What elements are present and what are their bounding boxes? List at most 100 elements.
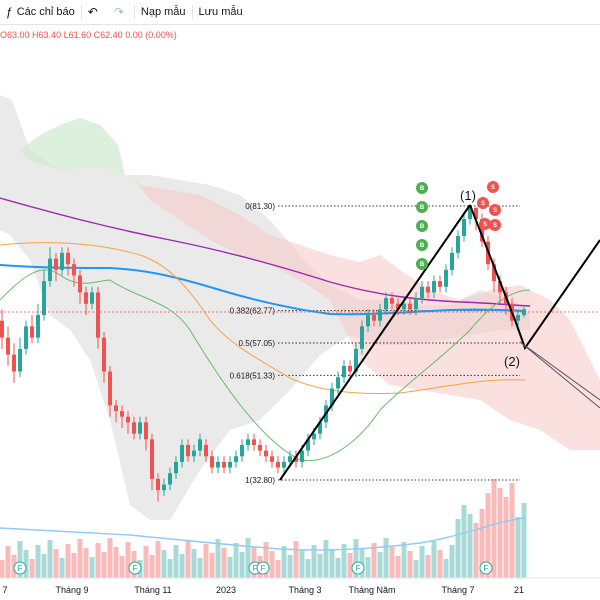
- volume-bar: [185, 540, 191, 578]
- event-marker[interactable]: [256, 561, 270, 575]
- cloud-green-band: [20, 118, 125, 175]
- candle-body: [84, 292, 88, 304]
- indicators-button[interactable]: ƒ Các chỉ báo: [0, 0, 81, 24]
- volume-bar: [413, 560, 419, 578]
- candle-body: [234, 456, 238, 462]
- volume-bar: [443, 559, 449, 578]
- event-marker[interactable]: [128, 561, 142, 575]
- ohlc-change: 0.00 (0.00%): [125, 30, 177, 40]
- volume-bar: [311, 545, 317, 578]
- volume-bar: [479, 509, 485, 578]
- volume-bar: [215, 539, 221, 578]
- sell-signal-text: S: [483, 222, 487, 228]
- candle-body: [24, 326, 28, 349]
- candle-body: [288, 456, 292, 462]
- volume-bar: [293, 541, 299, 578]
- volume-bar: [269, 551, 275, 578]
- buy-signal-text: B: [420, 243, 425, 249]
- candle-body: [72, 264, 76, 276]
- x-tick-label: Tháng 3: [288, 585, 321, 595]
- buy-signal-marker: [416, 239, 428, 251]
- event-marker-text: F: [253, 564, 258, 573]
- volume-bar: [35, 545, 41, 578]
- volume-bar: [455, 519, 461, 578]
- event-marker[interactable]: [351, 561, 365, 575]
- volume-bar: [101, 552, 107, 578]
- sell-signal-marker: [489, 219, 501, 231]
- candle-body: [168, 473, 172, 485]
- ohlc-legend: O63.00 H63.40 L61.60 C62.40 0.00 (0.00%): [0, 30, 177, 40]
- indicators-label: Các chỉ báo: [16, 6, 75, 18]
- candle-body: [108, 371, 112, 406]
- volume-bar: [299, 550, 305, 578]
- candle-body: [66, 252, 70, 265]
- candle-body: [270, 456, 274, 462]
- ma-orange-line: [0, 242, 526, 395]
- sell-signal-text: S: [491, 185, 495, 191]
- candle-body: [120, 411, 124, 417]
- volume-bar: [335, 558, 341, 578]
- volume-bar: [515, 517, 521, 578]
- save-template-button[interactable]: Lưu mẫu: [193, 0, 249, 24]
- candle-body: [48, 258, 52, 282]
- wave-label-1: (1): [460, 188, 476, 203]
- candle-body: [276, 461, 280, 468]
- event-marker[interactable]: [479, 561, 493, 575]
- redo-button[interactable]: ↷: [108, 0, 134, 24]
- volume-bar: [341, 544, 347, 578]
- volume-bar: [83, 548, 89, 578]
- candle-body: [414, 298, 418, 310]
- buy-signal-marker: [416, 220, 428, 232]
- candle-body: [402, 303, 406, 310]
- sell-signal-marker: [477, 197, 489, 209]
- candle-body: [462, 218, 466, 236]
- buy-signal-marker: [416, 201, 428, 213]
- undo-button[interactable]: ↶: [82, 0, 108, 24]
- candle-body: [396, 303, 400, 310]
- volume-bar: [227, 557, 233, 578]
- candle-body: [408, 303, 412, 310]
- projection-ray-2: [519, 341, 600, 409]
- fib-level-label: 1(32.80): [245, 476, 275, 485]
- candle-body: [426, 286, 430, 293]
- volume-bar: [509, 483, 515, 578]
- candle-body: [156, 478, 160, 491]
- candle-body: [318, 422, 322, 434]
- event-marker[interactable]: [13, 561, 27, 575]
- buy-signal-text: B: [420, 262, 425, 268]
- volume-bar: [383, 538, 389, 578]
- candle-body: [342, 365, 346, 378]
- candle-body: [0, 320, 4, 338]
- candle-body: [180, 444, 184, 462]
- load-template-button[interactable]: Nạp mẫu: [135, 0, 192, 24]
- volume-bar: [473, 523, 479, 578]
- sell-signal-marker: [489, 204, 501, 216]
- volume-bar: [305, 559, 311, 578]
- projection-ray-1: [519, 341, 600, 401]
- candle-body: [102, 337, 106, 372]
- candle-body: [420, 286, 424, 299]
- volume-bar: [95, 543, 101, 578]
- ohlc-low: L61.60: [63, 30, 92, 40]
- x-tick-label: 7: [2, 585, 7, 595]
- cloud-gray-band: [0, 95, 530, 520]
- volume-bar: [77, 539, 83, 578]
- candle-body: [516, 315, 520, 321]
- ohlc-high: H63.40: [32, 30, 62, 40]
- volume-bar: [329, 549, 335, 578]
- sell-signal-text: S: [493, 223, 497, 229]
- candle-body: [216, 461, 220, 468]
- candle-body: [306, 439, 310, 451]
- wave-projection-line: [514, 239, 600, 351]
- candle-body: [132, 422, 136, 434]
- candle-body: [354, 348, 358, 372]
- sell-signal-text: S: [493, 208, 497, 214]
- candle-body: [12, 354, 16, 372]
- load-template-label: Nạp mẫu: [140, 6, 186, 18]
- buy-signal-text: B: [420, 205, 425, 211]
- candle-body: [228, 461, 232, 468]
- candle-body: [198, 439, 202, 451]
- event-marker-text: F: [484, 564, 489, 573]
- wave-1-impulse-line: [279, 204, 471, 481]
